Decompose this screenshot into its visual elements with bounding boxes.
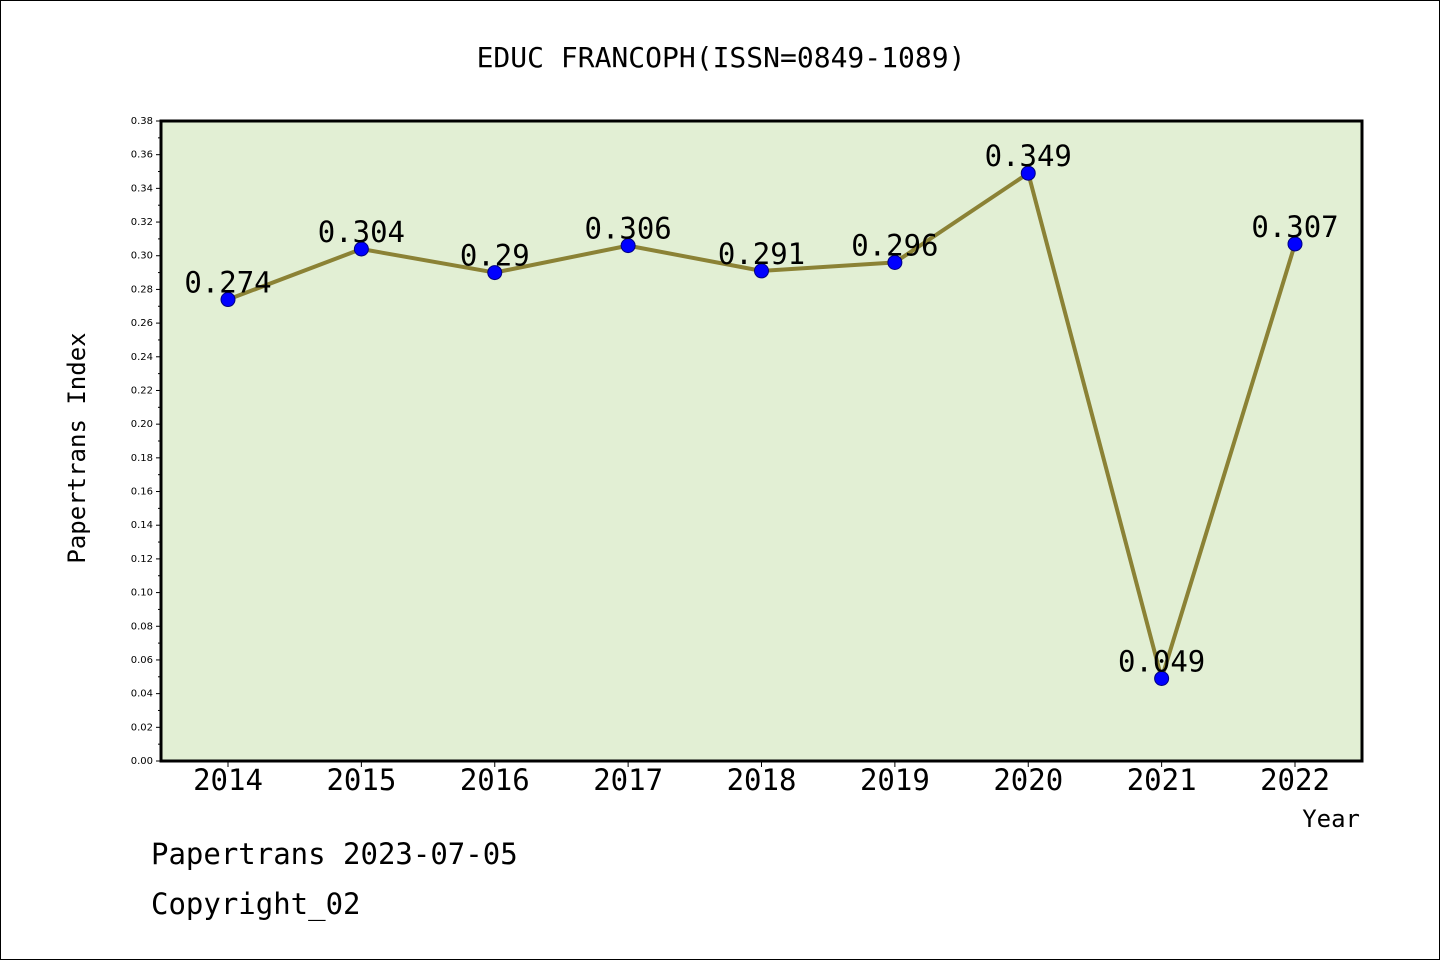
footer-copyright-text: Copyright_02: [151, 887, 361, 921]
data-label-2014: 0.274: [184, 266, 271, 300]
x-tick-label: 2017: [593, 763, 663, 797]
y-tick-label: 0.26: [131, 318, 153, 329]
x-tick-label: 2021: [1127, 763, 1197, 797]
y-tick-label: 0.18: [131, 453, 153, 464]
x-axis-label: Year: [1302, 805, 1360, 833]
y-tick-label: 0.00: [131, 756, 153, 767]
data-point-2022: [1287, 236, 1303, 252]
x-axis-ticks: 2014 2015 2016 2017 2018 2019 2020 2021 2022: [193, 761, 1330, 797]
data-label-2016: 0.29: [460, 239, 530, 273]
data-label-2019: 0.296: [851, 228, 938, 262]
x-tick-label: 2019: [860, 763, 930, 797]
data-label-2018: 0.291: [718, 237, 805, 271]
y-tick-label: 0.32: [131, 217, 153, 228]
y-tick-label: 0.38: [131, 116, 153, 127]
y-tick-label: 0.24: [131, 352, 153, 363]
y-tick-label: 0.20: [131, 419, 153, 430]
data-label-2021: 0.049: [1118, 644, 1205, 678]
data-label-2015: 0.304: [318, 215, 405, 249]
y-tick-label: 0.34: [131, 183, 153, 194]
x-tick-label: 2020: [993, 763, 1063, 797]
x-tick-label: 2015: [326, 763, 396, 797]
y-axis-label: Papertrans Index: [63, 332, 91, 563]
x-tick-label: 2016: [460, 763, 530, 797]
data-point-2021: [1154, 670, 1170, 686]
x-tick-label: 2022: [1260, 763, 1330, 797]
data-point-2019: [887, 254, 903, 270]
y-tick-label: 0.08: [131, 621, 153, 632]
data-label-2017: 0.306: [584, 212, 671, 246]
data-point-2020: [1020, 165, 1036, 181]
y-tick-label: 0.28: [131, 284, 153, 295]
chart-title: EDUC FRANCOPH(ISSN=0849-1089): [477, 41, 966, 74]
data-label-2022: 0.307: [1251, 210, 1338, 244]
data-point-2014: [220, 292, 236, 308]
plot-area: [159, 119, 1364, 763]
data-label-2020: 0.349: [985, 139, 1072, 173]
y-tick-label: 0.22: [131, 385, 153, 396]
y-tick-label: 0.06: [131, 655, 153, 666]
y-tick-label: 0.12: [131, 554, 153, 565]
y-tick-label: 0.16: [131, 487, 153, 498]
y-tick-label: 0.10: [131, 588, 153, 599]
y-axis-ticks: 0.00 0.02 0.04 0.06 0.08 0.10 0.12 0.14 0.16 0.18…: [131, 116, 161, 767]
x-tick-label: 2018: [727, 763, 797, 797]
y-tick-label: 0.04: [131, 689, 153, 700]
data-markers: [220, 165, 1303, 686]
y-tick-label: 0.02: [131, 722, 153, 733]
data-point-2015: [353, 241, 369, 257]
x-tick-label: 2014: [193, 763, 263, 797]
y-tick-label: 0.36: [131, 150, 153, 161]
data-labels: 0.274 0.304 0.29 0.306 0.291 0.296 0.349 0.049 0…: [184, 139, 1338, 678]
footer-date-text: Papertrans 2023-07-05: [151, 837, 518, 871]
y-tick-label: 0.14: [131, 520, 153, 531]
y-tick-label: 0.30: [131, 251, 153, 262]
data-point-2017: [620, 238, 636, 254]
data-point-2016: [487, 265, 503, 281]
data-point-2018: [754, 263, 769, 279]
